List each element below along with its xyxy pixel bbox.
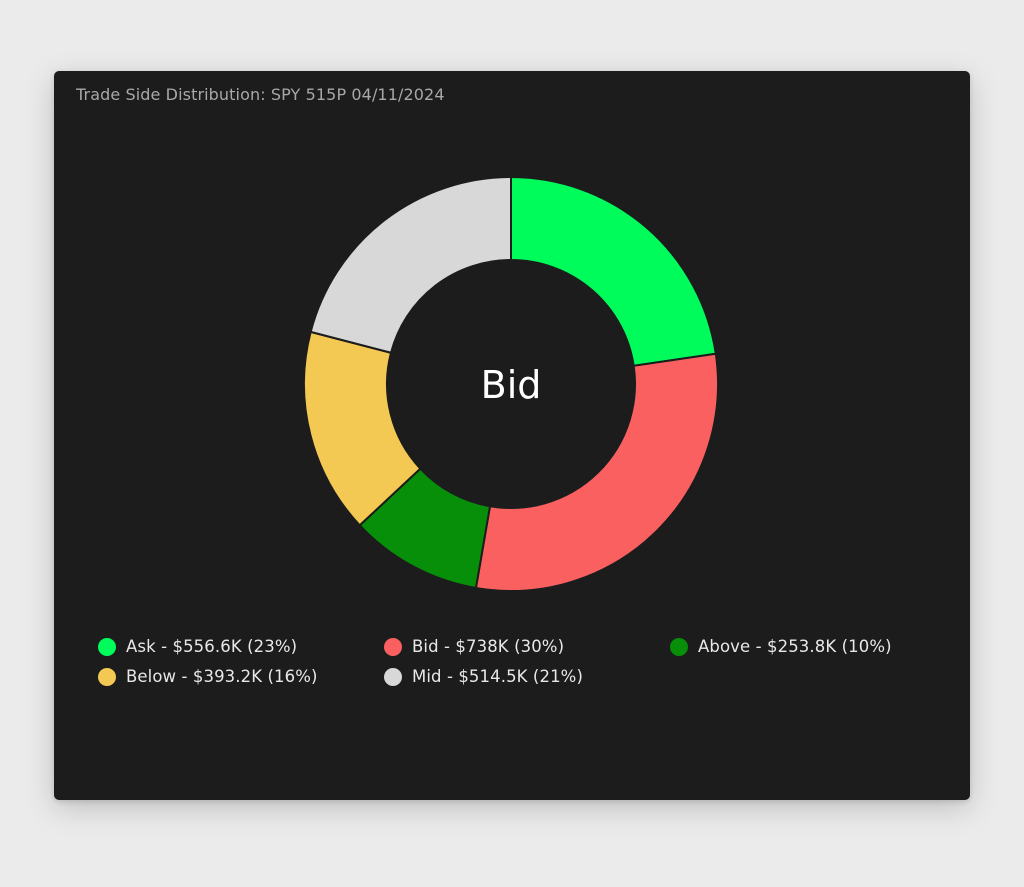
legend-item-bid[interactable]: Bid - $738K (30%) — [384, 637, 564, 656]
legend-label-ask: Ask - $556.6K (23%) — [126, 637, 298, 656]
legend-label-mid: Mid - $514.5K (21%) — [412, 667, 583, 686]
legend-item-mid[interactable]: Mid - $514.5K (21%) — [384, 667, 583, 686]
legend-item-above[interactable]: Above - $253.8K (10%) — [670, 637, 892, 656]
legend-label-below: Below - $393.2K (16%) — [126, 667, 318, 686]
legend-swatch-above — [670, 637, 688, 656]
legend-swatch-bid — [384, 637, 402, 656]
donut-slice-ask[interactable] — [510, 175, 717, 367]
legend-swatch-below — [98, 667, 116, 686]
donut-slice-bid[interactable] — [474, 352, 719, 592]
legend-swatch-mid — [384, 667, 402, 686]
legend-item-ask[interactable]: Ask - $556.6K (23%) — [98, 637, 297, 656]
chart-card: Trade Side Distribution: SPY 515P 04/11/… — [54, 71, 970, 800]
legend-swatch-ask — [98, 637, 116, 656]
chart-legend: Ask - $556.6K (23%) Bid - $738K (30%) Abov… — [54, 71, 970, 800]
chart-title: Trade Side Distribution: SPY 515P 04/11/… — [76, 85, 445, 104]
legend-item-below[interactable]: Below - $393.2K (16%) — [98, 667, 318, 686]
donut-center-label: Bid — [481, 363, 542, 407]
donut-chart: Bid — [303, 175, 719, 592]
donut-slice-mid[interactable] — [309, 175, 512, 354]
legend-label-above: Above - $253.8K (10%) — [698, 637, 892, 656]
legend-label-bid: Bid - $738K (30%) — [412, 637, 565, 656]
